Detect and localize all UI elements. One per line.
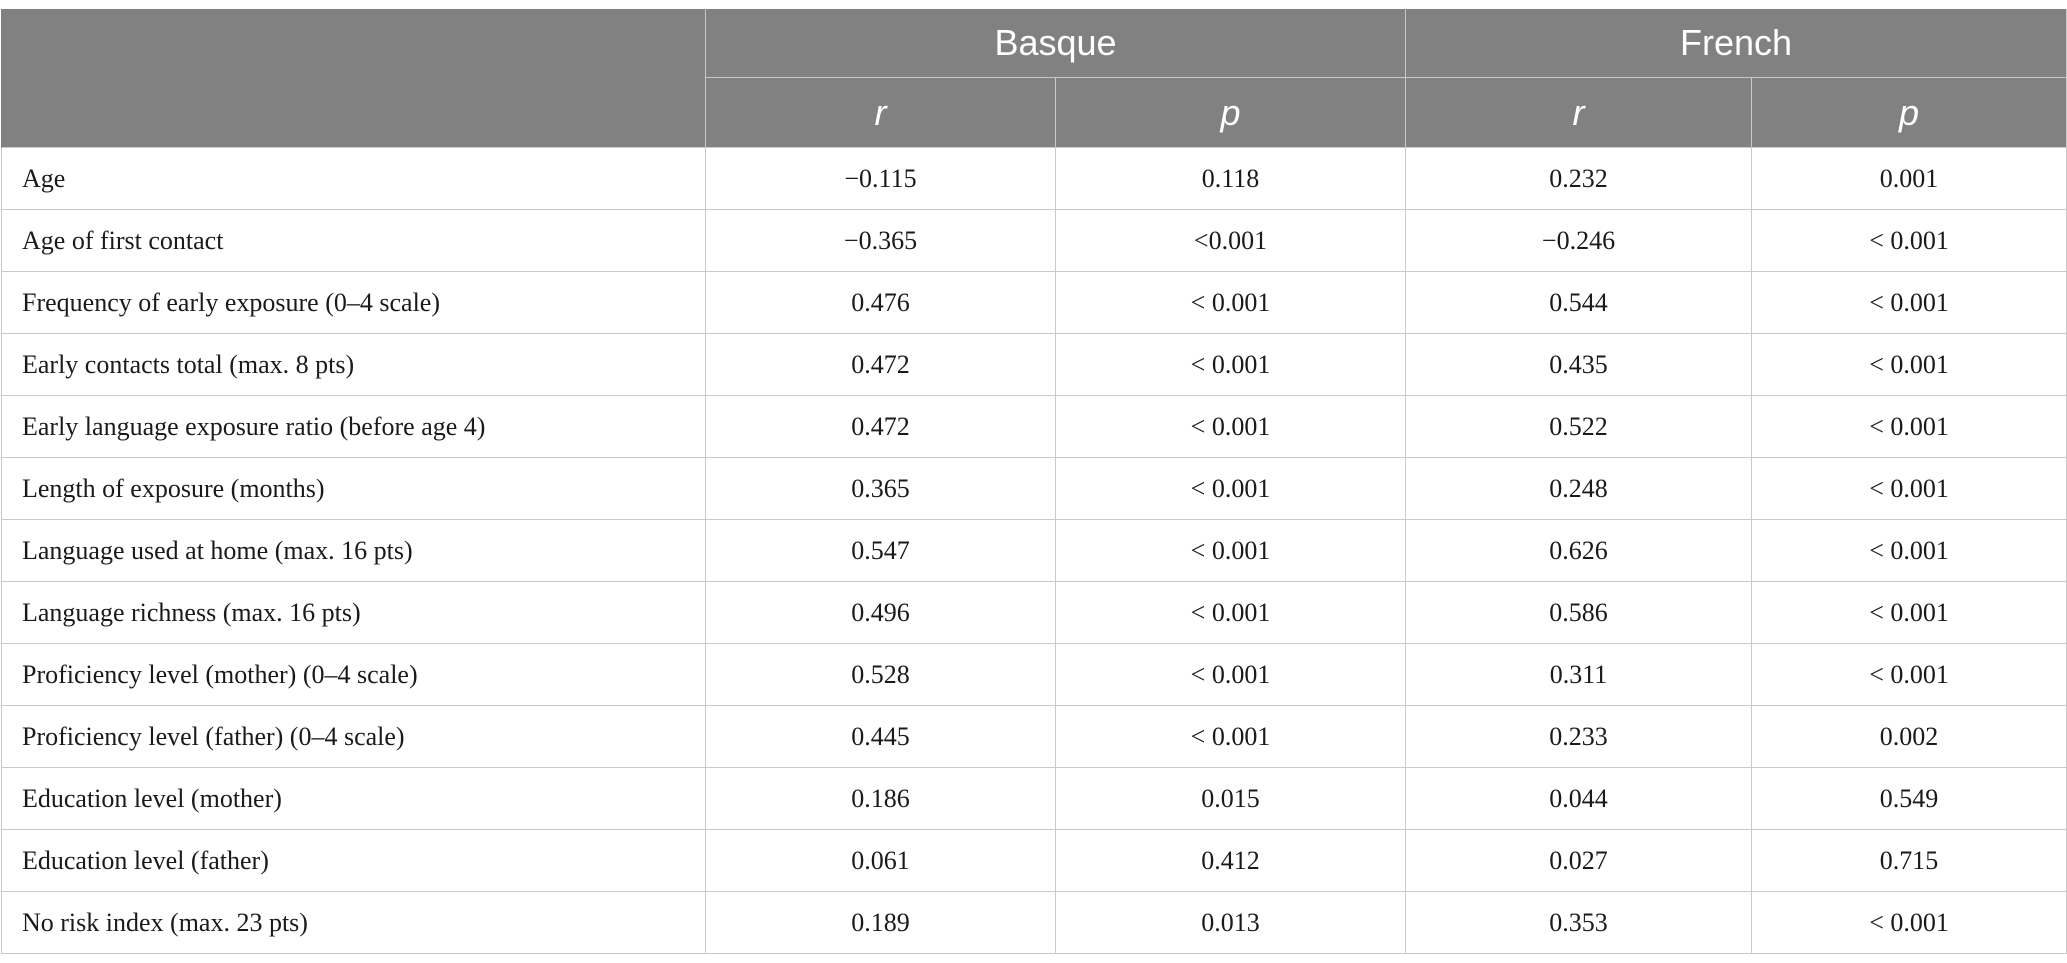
french-p-cell: < 0.001 xyxy=(1751,395,2067,458)
table-row: Age of first contact −0.365 <0.001 −0.246 < … xyxy=(1,209,2067,272)
table-header: Basque French r p r p xyxy=(1,9,2067,148)
header-french-p: p xyxy=(1751,77,2067,148)
basque-p-cell: < 0.001 xyxy=(1054,395,1407,458)
french-r-cell: 0.044 xyxy=(1405,767,1753,830)
header-french-r: r xyxy=(1405,77,1753,148)
row-label: Age xyxy=(1,147,706,210)
basque-r-cell: −0.115 xyxy=(705,147,1056,210)
french-r-cell: 0.248 xyxy=(1405,457,1753,520)
basque-r-cell: 0.472 xyxy=(705,333,1056,396)
basque-r-cell: 0.496 xyxy=(705,581,1056,644)
french-r-cell: 0.311 xyxy=(1405,643,1753,706)
table-row: Frequency of early exposure (0–4 scale) 0… xyxy=(1,271,2067,334)
row-label: Education level (father) xyxy=(1,829,706,892)
basque-p-cell: < 0.001 xyxy=(1054,581,1407,644)
basque-r-cell: 0.547 xyxy=(705,519,1056,582)
basque-r-cell: 0.445 xyxy=(705,705,1056,768)
basque-r-cell: 0.528 xyxy=(705,643,1056,706)
basque-p-cell: < 0.001 xyxy=(1054,519,1407,582)
table-row: Education level (mother) 0.186 0.015 0.044 0… xyxy=(1,767,2067,830)
basque-p-cell: <0.001 xyxy=(1054,209,1407,272)
basque-p-cell: < 0.001 xyxy=(1054,457,1407,520)
header-group-french: French xyxy=(1405,9,2067,78)
table-row: Proficiency level (father) (0–4 scale) 0.… xyxy=(1,705,2067,768)
row-label: Early contacts total (max. 8 pts) xyxy=(1,333,706,396)
french-r-cell: 0.544 xyxy=(1405,271,1753,334)
basque-p-cell: 0.412 xyxy=(1054,829,1407,892)
basque-p-cell: < 0.001 xyxy=(1054,705,1407,768)
french-p-cell: < 0.001 xyxy=(1751,519,2067,582)
french-r-cell: 0.586 xyxy=(1405,581,1753,644)
basque-p-cell: 0.118 xyxy=(1054,147,1407,210)
french-r-cell: −0.246 xyxy=(1405,209,1753,272)
correlation-table-container: Basque French r p r p Age −0.115 0.118 0.23… xyxy=(1,9,2067,954)
row-label: Proficiency level (mother) (0–4 scale) xyxy=(1,643,706,706)
row-label: Education level (mother) xyxy=(1,767,706,830)
table-row: Language used at home (max. 16 pts) 0.547… xyxy=(1,519,2067,582)
row-label: Age of first contact xyxy=(1,209,706,272)
row-label: Language richness (max. 16 pts) xyxy=(1,581,706,644)
header-group-basque: Basque xyxy=(704,9,1407,78)
table-row: Language richness (max. 16 pts) 0.496 < 0.… xyxy=(1,581,2067,644)
basque-p-cell: < 0.001 xyxy=(1054,271,1407,334)
french-p-cell: < 0.001 xyxy=(1751,209,2067,272)
basque-r-cell: 0.476 xyxy=(705,271,1056,334)
header-basque-p: p xyxy=(1054,77,1407,148)
french-r-cell: 0.233 xyxy=(1405,705,1753,768)
basque-r-cell: −0.365 xyxy=(705,209,1056,272)
basque-p-cell: 0.013 xyxy=(1054,891,1407,954)
french-p-cell: < 0.001 xyxy=(1751,333,2067,396)
table-row: Early language exposure ratio (before ag… xyxy=(1,395,2067,458)
basque-r-cell: 0.061 xyxy=(705,829,1056,892)
french-p-cell: < 0.001 xyxy=(1751,457,2067,520)
french-p-cell: 0.715 xyxy=(1751,829,2067,892)
basque-r-cell: 0.186 xyxy=(705,767,1056,830)
french-r-cell: 0.027 xyxy=(1405,829,1753,892)
french-p-cell: 0.549 xyxy=(1751,767,2067,830)
row-label: Proficiency level (father) (0–4 scale) xyxy=(1,705,706,768)
table-row: No risk index (max. 23 pts) 0.189 0.013 0.3… xyxy=(1,891,2067,954)
french-r-cell: 0.353 xyxy=(1405,891,1753,954)
french-p-cell: < 0.001 xyxy=(1751,643,2067,706)
french-r-cell: 0.626 xyxy=(1405,519,1753,582)
table-row: Length of exposure (months) 0.365 < 0.001 0… xyxy=(1,457,2067,520)
table-row: Proficiency level (mother) (0–4 scale) 0.… xyxy=(1,643,2067,706)
row-label: Language used at home (max. 16 pts) xyxy=(1,519,706,582)
french-p-cell: 0.001 xyxy=(1751,147,2067,210)
basque-r-cell: 0.472 xyxy=(705,395,1056,458)
basque-r-cell: 0.365 xyxy=(705,457,1056,520)
table-row: Age −0.115 0.118 0.232 0.001 xyxy=(1,147,2067,210)
basque-p-cell: 0.015 xyxy=(1054,767,1407,830)
correlation-table: Basque French r p r p Age −0.115 0.118 0.23… xyxy=(1,9,2067,954)
french-r-cell: 0.522 xyxy=(1405,395,1753,458)
basque-p-cell: < 0.001 xyxy=(1054,643,1407,706)
row-label: No risk index (max. 23 pts) xyxy=(1,891,706,954)
basque-p-cell: < 0.001 xyxy=(1054,333,1407,396)
french-p-cell: < 0.001 xyxy=(1751,891,2067,954)
table-body: Age −0.115 0.118 0.232 0.001 Age of first con… xyxy=(1,147,2067,954)
row-label: Early language exposure ratio (before ag… xyxy=(1,395,706,458)
basque-r-cell: 0.189 xyxy=(705,891,1056,954)
french-p-cell: 0.002 xyxy=(1751,705,2067,768)
table-row: Early contacts total (max. 8 pts) 0.472 < … xyxy=(1,333,2067,396)
row-label: Length of exposure (months) xyxy=(1,457,706,520)
french-p-cell: < 0.001 xyxy=(1751,581,2067,644)
french-r-cell: 0.232 xyxy=(1405,147,1753,210)
header-basque-r: r xyxy=(705,77,1056,148)
table-row: Education level (father) 0.061 0.412 0.027 0… xyxy=(1,829,2067,892)
row-label: Frequency of early exposure (0–4 scale) xyxy=(1,271,706,334)
french-p-cell: < 0.001 xyxy=(1751,271,2067,334)
french-r-cell: 0.435 xyxy=(1405,333,1753,396)
header-empty-cell xyxy=(1,9,706,148)
